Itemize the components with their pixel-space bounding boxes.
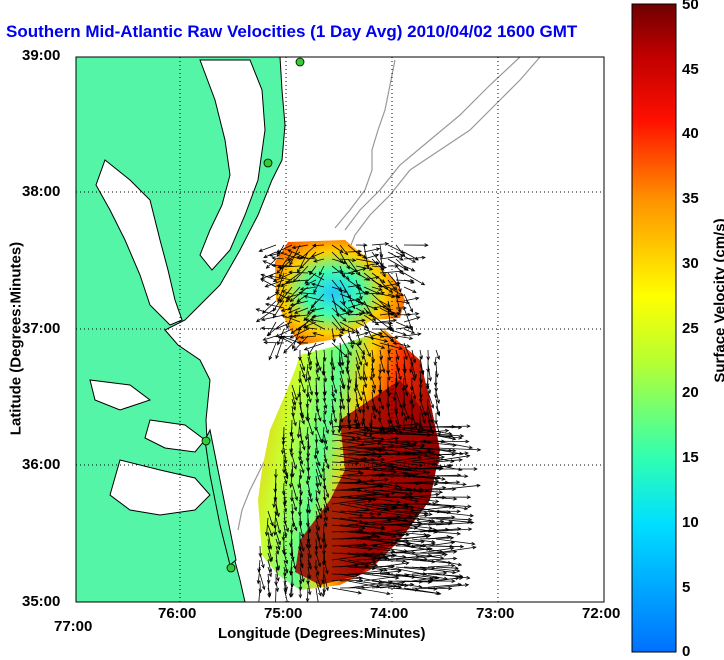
velocity-arrow-head [257,603,260,606]
velocity-arrow-head [274,602,277,605]
velocity-arrow-head [317,602,320,605]
colorbar [632,4,676,652]
velocity-arrow [340,273,354,274]
velocity-arrow [324,553,325,565]
velocity-arrow [276,588,277,605]
velocity-arrow [308,385,309,397]
map-title: Southern Mid-Atlantic Raw Velocities (1 … [6,22,577,42]
